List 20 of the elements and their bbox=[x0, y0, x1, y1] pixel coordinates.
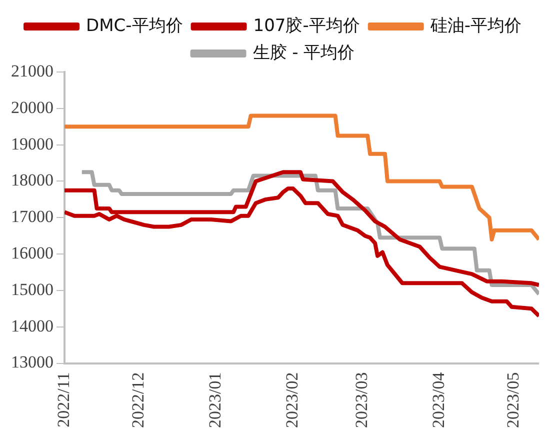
x-tick-label: 2023/05 bbox=[504, 372, 523, 428]
x-tick-label: 2023/03 bbox=[352, 372, 372, 428]
x-tick-label: 2022/11 bbox=[54, 372, 73, 428]
y-tick-label: 21000 bbox=[11, 61, 54, 80]
x-tick-label: 2023/04 bbox=[429, 372, 448, 428]
y-tick-label: 17000 bbox=[11, 207, 54, 226]
y-tick-label: 13000 bbox=[11, 352, 54, 372]
x-tick-label: 2023/02 bbox=[282, 372, 302, 428]
y-tick-label: 18000 bbox=[11, 170, 54, 190]
y-tick-label: 15000 bbox=[11, 280, 54, 299]
legend-label: 硅油-平均价 bbox=[429, 16, 522, 36]
x-tick-label: 2022/12 bbox=[128, 372, 148, 428]
y-tick-label: 19000 bbox=[11, 134, 54, 154]
legend-label: DMC-平均价 bbox=[86, 16, 183, 36]
legend-label: 生胶 - 平均价 bbox=[252, 42, 355, 63]
legend-label: 107胶-平均价 bbox=[253, 16, 360, 36]
y-tick-label: 16000 bbox=[11, 244, 54, 263]
y-tick-label: 20000 bbox=[11, 98, 54, 117]
x-tick-label: 2023/01 bbox=[206, 372, 225, 428]
y-tick-label: 14000 bbox=[11, 316, 54, 336]
